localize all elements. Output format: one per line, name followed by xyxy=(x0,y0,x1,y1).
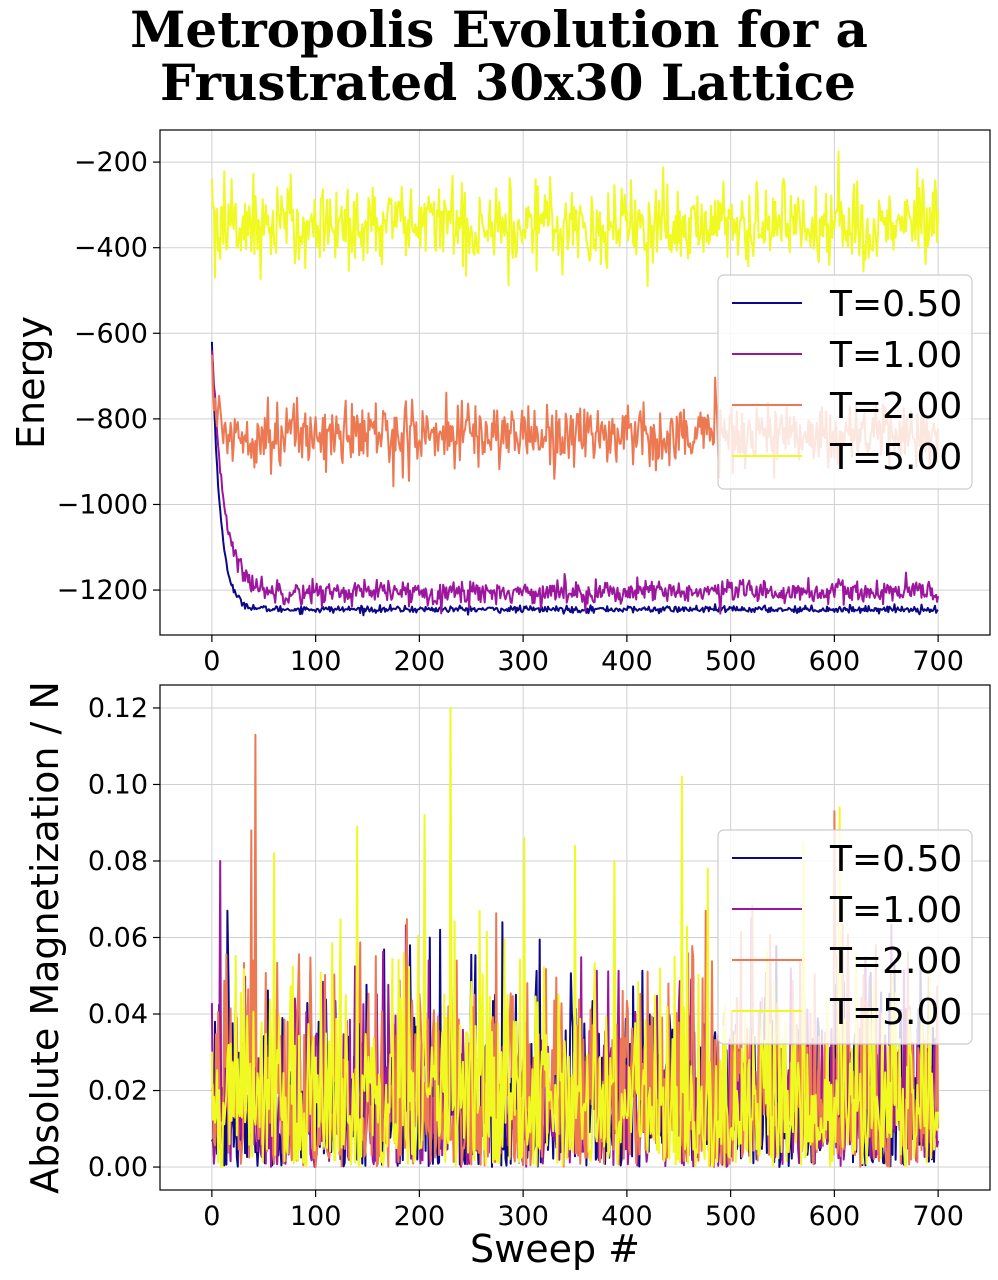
x-tick-label: 100 xyxy=(290,646,342,677)
y-tick-label: 0.02 xyxy=(88,1076,148,1107)
y-axis-label: Energy xyxy=(9,316,53,449)
y-tick-label: 0.06 xyxy=(88,923,148,954)
legend-label-T=1.00: T=1.00 xyxy=(829,890,962,931)
x-tick-label: 600 xyxy=(809,1201,861,1232)
x-tick-label: 100 xyxy=(290,1201,342,1232)
legend-label-T=2.00: T=2.00 xyxy=(829,386,962,427)
x-tick-label: 200 xyxy=(394,1201,446,1232)
y-tick-label: 0.10 xyxy=(88,769,148,800)
x-tick-label: 300 xyxy=(497,646,549,677)
x-tick-label: 600 xyxy=(809,646,861,677)
y-tick-label: −1200 xyxy=(57,575,148,606)
y-tick-label: −400 xyxy=(74,233,148,264)
y-tick-label: −600 xyxy=(74,318,148,349)
series-line-T=5.00 xyxy=(210,707,940,1168)
legend-label-T=1.00: T=1.00 xyxy=(829,335,962,376)
x-tick-label: 400 xyxy=(601,646,653,677)
y-tick-label: 0.00 xyxy=(88,1152,148,1183)
legend: T=0.50 T=1.00 T=2.00 T=5.00 xyxy=(717,829,973,1045)
legend-label-T=0.50: T=0.50 xyxy=(829,839,962,880)
x-tick-label: 300 xyxy=(497,1201,549,1232)
legend-box xyxy=(717,274,973,490)
x-tick-label: 200 xyxy=(394,646,446,677)
y-tick-label: 0.04 xyxy=(88,999,148,1030)
y-tick-label: −1000 xyxy=(57,489,148,520)
energy-panel: 0 100 200 300 400 500 600 700 −1200 −1000 −800 −600… xyxy=(9,129,991,677)
x-tick-label: 500 xyxy=(705,1201,757,1232)
y-tick-label: 0.08 xyxy=(88,846,148,877)
legend-label-T=5.00: T=5.00 xyxy=(829,992,962,1033)
series-line-T=0.50 xyxy=(210,341,939,617)
y-axis-label: Absolute Magnetization / N xyxy=(23,681,67,1194)
x-tick-label: 0 xyxy=(203,646,220,677)
legend-box xyxy=(717,829,973,1045)
series-line-T=5.00 xyxy=(210,150,940,288)
legend-label-T=0.50: T=0.50 xyxy=(829,284,962,325)
y-tick-label: −200 xyxy=(74,147,148,178)
figure-title-line-2: Frustrated 30x30 Lattice xyxy=(160,53,856,112)
legend-label-T=2.00: T=2.00 xyxy=(829,941,962,982)
magnetization-panel: 0 100 200 300 400 500 600 700 0.00 0.02 0.04 0.06 0.… xyxy=(23,681,991,1271)
legend: T=0.50 T=1.00 T=2.00 T=5.00 xyxy=(717,274,973,490)
x-axis-label: Sweep # xyxy=(470,1227,640,1271)
y-tick-label: 0.12 xyxy=(88,693,148,724)
x-tick-label: 700 xyxy=(912,1201,964,1232)
x-tick-label: 400 xyxy=(601,1201,653,1232)
x-tick-label: 0 xyxy=(203,1201,220,1232)
x-tick-label: 500 xyxy=(705,646,757,677)
series-line-T=1.00 xyxy=(210,350,940,615)
plot-frame xyxy=(159,129,991,636)
legend-label-T=5.00: T=5.00 xyxy=(829,437,962,478)
y-tick-label: −800 xyxy=(74,404,148,435)
x-tick-label: 700 xyxy=(912,646,964,677)
figure-title-line-1: Metropolis Evolution for a xyxy=(130,0,868,59)
